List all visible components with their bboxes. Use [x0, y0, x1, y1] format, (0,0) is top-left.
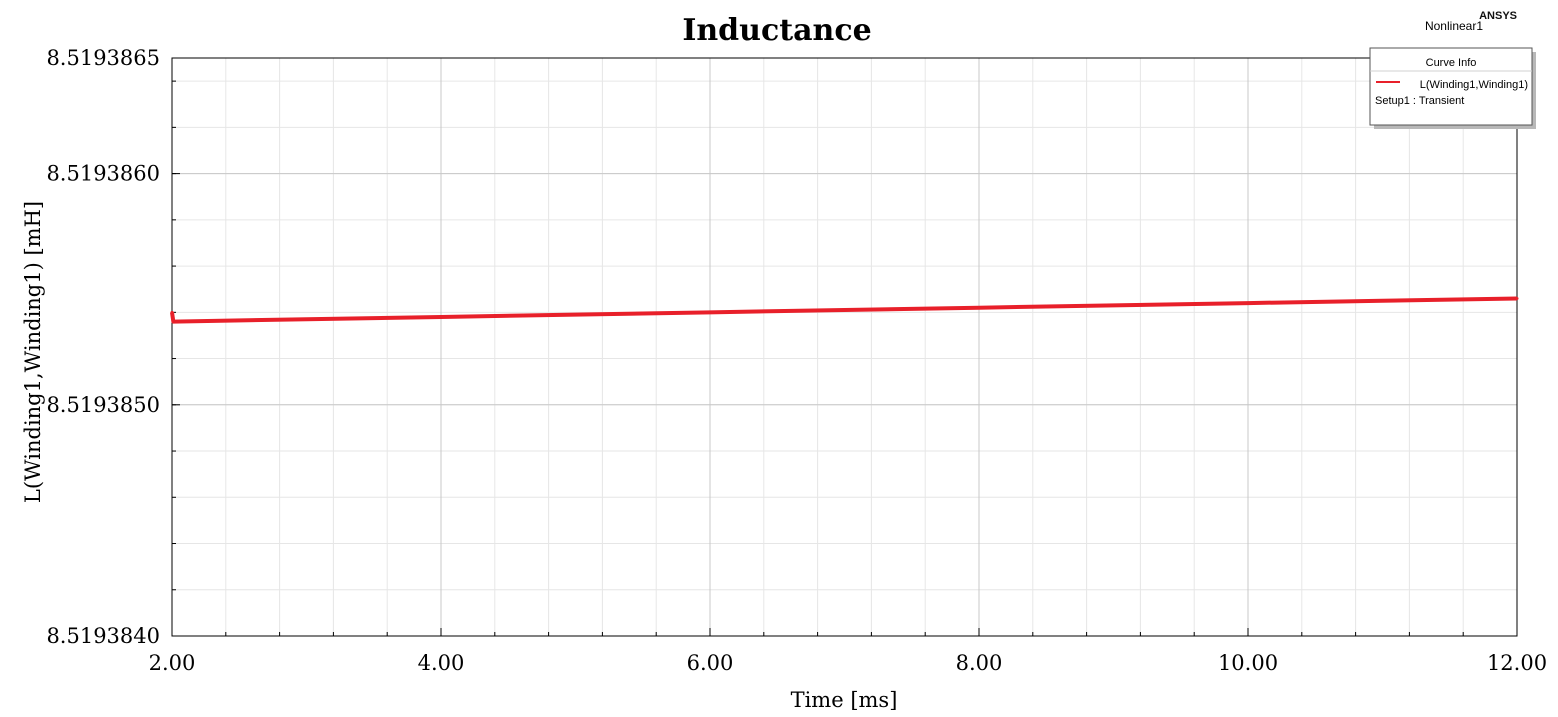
x-tick-labels: 2.00 4.00 6.00 8.00 10.00 12.00 [149, 651, 1547, 675]
series-point [843, 308, 846, 312]
series-layer [170, 296, 1519, 324]
series-point [305, 317, 308, 321]
curve-info-legend[interactable]: Curve Info L(Winding1,Winding1) Setup1 :… [1369, 47, 1536, 129]
minor-gridlines [171, 58, 1518, 637]
x-tick-label: 2.00 [149, 651, 196, 675]
y-axis-label: L(Winding1,Winding1) [mH] [21, 201, 45, 503]
series-point [977, 306, 981, 310]
x-tick-label: 8.00 [956, 651, 1003, 675]
y-tick-label: 8.5193840 [46, 624, 160, 648]
y-tick-label: 8.5193850 [46, 393, 160, 417]
legend-setup-label: Setup1 : Transient [1375, 95, 1464, 107]
x-tick-label: 10.00 [1218, 651, 1278, 675]
ansys-brand: ANSYS [1479, 10, 1517, 22]
series-point [1112, 303, 1115, 307]
series-point [1515, 296, 1519, 300]
x-axis-label: Time [ms] [791, 688, 898, 712]
y-tick-labels: 8.5193840 8.5193850 8.5193860 8.5193865 [46, 46, 160, 648]
major-gridlines [171, 57, 1518, 637]
series-point [171, 320, 175, 324]
legend-entry-label: L(Winding1,Winding1) [1420, 79, 1528, 91]
series-line [170, 296, 1518, 324]
y-tick-label: 8.5193860 [46, 162, 160, 186]
series-point [574, 313, 577, 317]
legend-title: Curve Info [1426, 57, 1477, 69]
series-point [1246, 301, 1250, 305]
series-point [170, 310, 174, 314]
series-point [1381, 299, 1384, 303]
legend-box [1369, 47, 1533, 126]
x-tick-label: 4.00 [418, 651, 465, 675]
x-tick-label: 12.00 [1487, 651, 1547, 675]
series-point [439, 315, 443, 319]
series-point [708, 310, 712, 314]
plot-area-frame [171, 57, 1518, 637]
axis-ticks [171, 57, 1518, 637]
chart-title: Inductance [682, 13, 871, 48]
plot-name: Nonlinear1 [1425, 19, 1483, 33]
y-tick-label: 8.5193865 [46, 46, 160, 70]
x-tick-label: 6.00 [687, 651, 734, 675]
